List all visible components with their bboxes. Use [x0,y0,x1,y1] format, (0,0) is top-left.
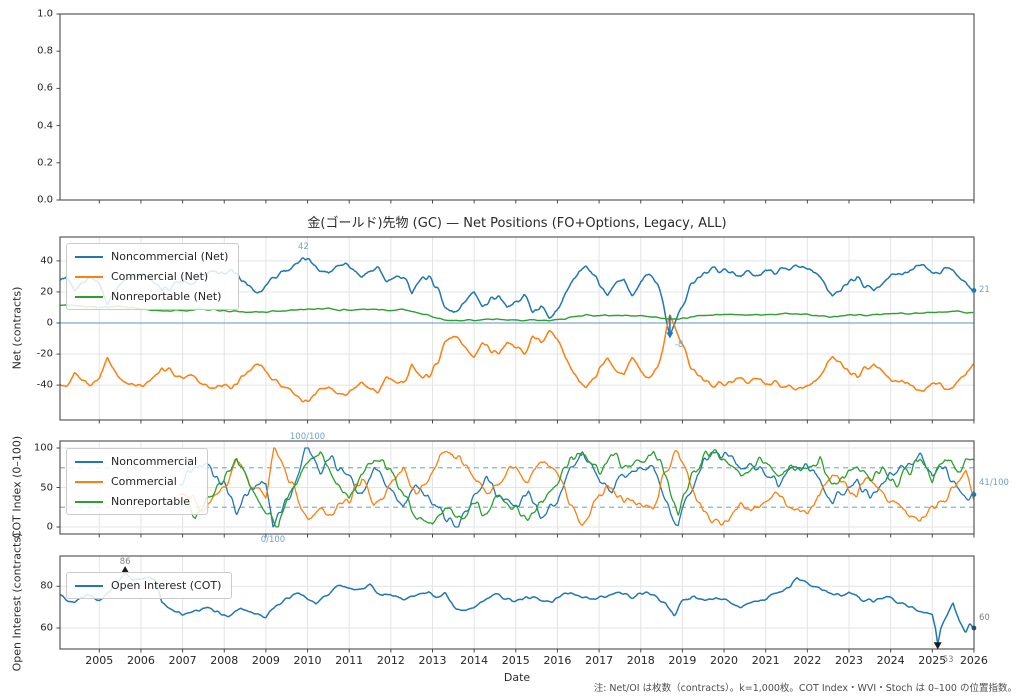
legend-label: Nonreportable [111,495,191,508]
legend-label: Commercial (Net) [111,270,209,283]
annotation-42: 42 [297,241,309,252]
x-tick-label: 2007 [168,654,197,667]
annotation-21: 21 [979,285,990,296]
x-tick-label: 2006 [126,654,155,667]
legend-line-sample-icon [75,295,103,298]
cot-series-group [178,447,974,528]
cot-index-y-axis-label: COT Index (0–100) [10,435,24,539]
legend-label: Noncommercial (Net) [111,250,229,263]
legend-line-sample-icon [75,460,103,463]
x-tick-label: 2026 [959,654,988,667]
footnote: 注: Net/OI は枚数（contracts）。k=1,000枚。COT In… [593,683,1017,694]
x-tick-label: 2019 [668,654,697,667]
x-tick-label: 2012 [376,654,405,667]
x-tick-label: 2024 [876,654,905,667]
x-tick-label: 2013 [418,654,447,667]
legend-item: Nonreportable [75,495,197,508]
open-interest-y-axis-label: Open Interest (contracts) [10,532,24,672]
legend-item: Noncommercial (Net) [75,250,228,263]
legend-oi: Open Interest (COT) [66,572,233,599]
net-y-axis-label: Net (contracts) [10,286,24,370]
legend-line-sample-icon [75,255,103,258]
oi-line-0 [60,572,974,644]
y-tick-label: 100 [33,442,53,454]
annotation-100100: 100/100 [289,431,326,442]
last-value-dot-icon [971,492,977,498]
annotation-0100: 0/100 [260,535,286,546]
x-tick-label: 2022 [793,654,822,667]
x-tick-label: 2020 [710,654,739,667]
date-x-axis-label: Date [503,671,531,684]
x-tick-label: 2017 [585,654,614,667]
x-tick-label: 2008 [210,654,239,667]
y-tick-label: 0.0 [37,194,53,206]
annotation-8: -8 [674,339,684,350]
legend-net: Noncommercial (Net) Commercial (Net) Nonre… [66,243,240,310]
y-tick-label: 60 [40,622,53,634]
y-tick-label: 0.2 [37,157,53,169]
last-value-dot-icon [971,287,977,293]
x-tick-label: 2015 [501,654,530,667]
legend-label: Nonreportable (Net) [111,290,222,303]
legend-line-sample-icon [75,275,103,278]
annotation-86: 86 [119,557,131,568]
x-tick-label: 2018 [626,654,655,667]
x-tick-label: 2011 [335,654,364,667]
chart-title: 金(ゴールド)先物 (GC) — Net Positions (FO+Optio… [307,216,727,231]
legend-label: Open Interest (COT) [111,579,222,592]
legend-item: Open Interest (COT) [75,579,221,592]
y-tick-label: 0.8 [37,45,53,57]
x-tick-label: 2005 [85,654,114,667]
x-tick-label: 2014 [460,654,489,667]
x-tick-label: 2021 [751,654,780,667]
legend-item: Commercial (Net) [75,270,228,283]
x-tick-label: 2010 [293,654,322,667]
legend-line-sample-icon [75,584,103,587]
cot-line-1 [179,447,974,527]
y-tick-label: -20 [36,348,53,360]
y-tick-label: 80 [40,580,53,592]
legend-item: Commercial [75,475,197,488]
y-tick-label: 1.0 [37,8,53,20]
min-marker-icon [933,642,942,650]
y-tick-label: 40 [40,255,53,267]
legend-item: Nonreportable (Net) [75,290,228,303]
y-tick-label: -40 [36,379,53,391]
legend-line-sample-icon [75,480,103,483]
legend-item: Noncommercial [75,455,197,468]
x-tick-label: 2023 [835,654,863,667]
legend-cot: Noncommercial Commercial Nonreportable [66,448,209,515]
legend-line-sample-icon [75,500,103,503]
cot-line-2 [178,449,974,528]
y-tick-label: 50 [40,482,53,493]
y-tick-label: 0 [46,317,53,329]
x-tick-label: 2016 [543,654,572,667]
annotation-53: 53 [942,655,954,666]
y-tick-label: 0.6 [37,82,53,94]
y-tick-label: 0.4 [37,120,53,132]
max-marker-icon [121,566,130,574]
oi-series-group [60,572,974,644]
legend-label: Commercial [111,475,177,488]
annotation-41100: 41/100 [979,477,1009,488]
last-value-dot-icon [971,625,977,631]
y-tick-label: 20 [40,286,53,298]
x-tick-label: 2009 [251,654,280,667]
cot-line-0 [179,447,974,528]
legend-label: Noncommercial [111,455,198,468]
net-line-1 [60,314,974,403]
min-arrow-icon [666,332,674,339]
annotation-60: 60 [979,612,990,623]
y-tick-label: 0 [46,521,53,533]
x-tick-label: 2025 [918,654,947,667]
